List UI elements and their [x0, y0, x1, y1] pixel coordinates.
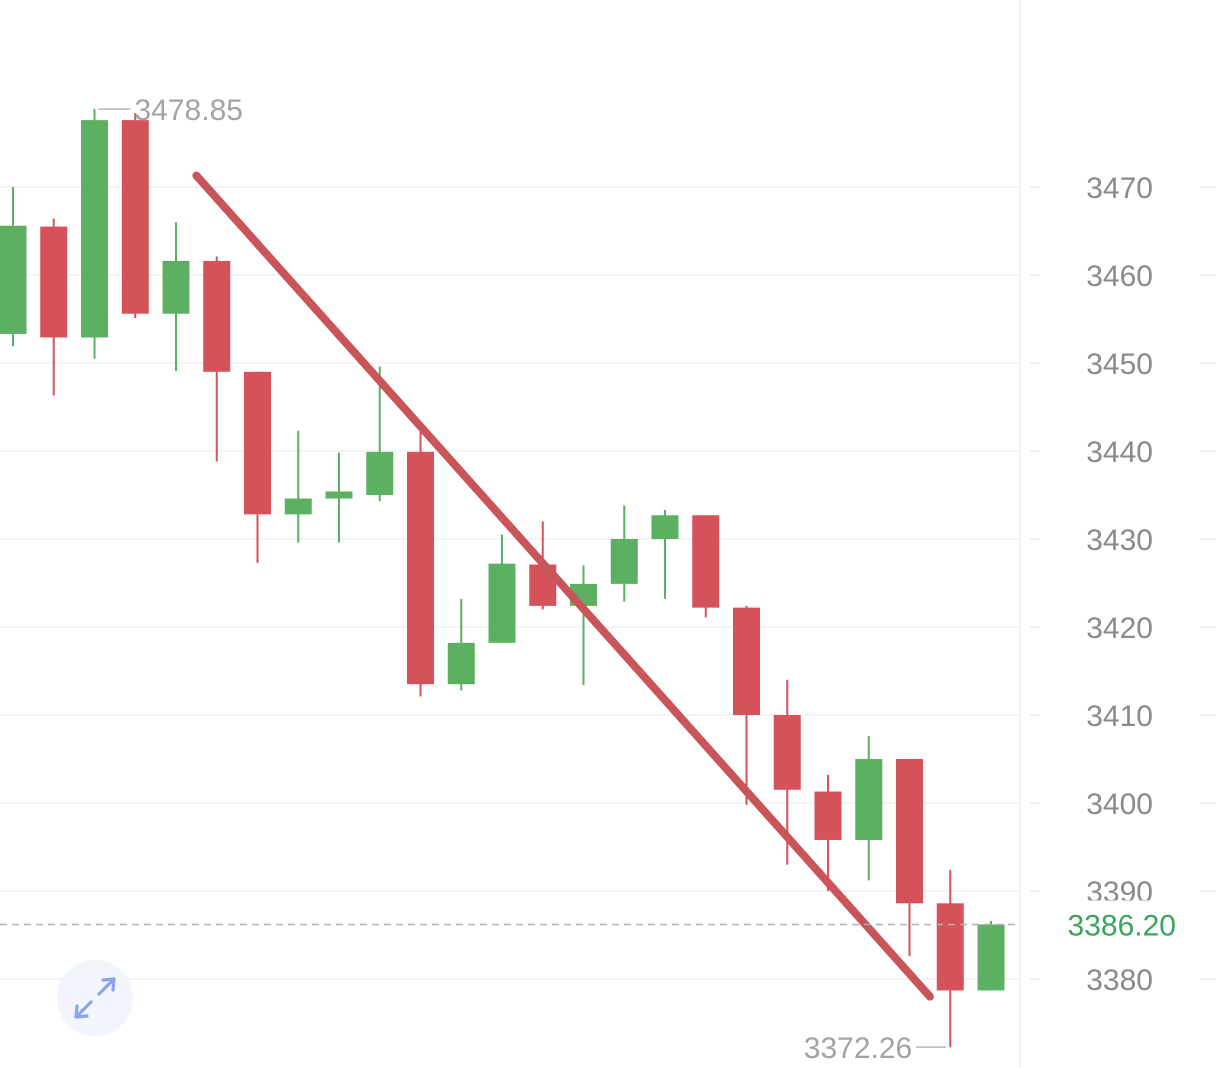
- candle-body: [488, 563, 516, 643]
- candle: [977, 920, 1005, 991]
- candle-body: [610, 539, 638, 584]
- candle-body: [896, 759, 923, 904]
- candle: [284, 430, 312, 543]
- y-tick-label: 3440: [1086, 436, 1153, 469]
- candle-body: [121, 120, 149, 314]
- candle-body: [162, 260, 190, 314]
- min-annotation-label: 3372.26: [804, 1032, 912, 1065]
- candle: [162, 222, 190, 371]
- candle-body: [447, 642, 475, 685]
- candle: [855, 736, 883, 881]
- candle-body: [0, 225, 27, 334]
- candle-body: [814, 791, 842, 840]
- candle: [936, 869, 964, 1048]
- candle-body: [366, 451, 394, 495]
- candle: [692, 515, 720, 618]
- candle: [40, 218, 68, 396]
- candle: [81, 109, 108, 359]
- chart-controls: [57, 960, 133, 1036]
- y-tick-label: 3460: [1086, 260, 1153, 293]
- y-tick-label: 3380: [1086, 964, 1153, 997]
- candle-body: [325, 491, 353, 499]
- candle-body: [244, 371, 271, 515]
- candle: [0, 187, 27, 347]
- annotations: 3478.85 3372.26 3386.20: [0, 94, 1216, 1065]
- candle-body: [40, 226, 68, 338]
- expand-button-background[interactable]: [57, 960, 133, 1036]
- y-tick-label: 3450: [1086, 348, 1153, 381]
- y-tick-label: 3430: [1086, 524, 1153, 557]
- candle-body: [651, 515, 679, 539]
- candle: [733, 605, 760, 805]
- candle: [447, 598, 475, 691]
- candle-body: [692, 515, 720, 608]
- candles: [0, 109, 1005, 1048]
- candle: [407, 425, 434, 697]
- candle: [366, 366, 394, 502]
- current-price-label: 3386.20: [1068, 909, 1176, 942]
- expand-button[interactable]: [57, 960, 133, 1036]
- candle: [325, 452, 353, 543]
- current-price-badge: [1040, 900, 1216, 949]
- candle: [896, 759, 923, 957]
- candle-body: [284, 498, 312, 515]
- candle-body: [407, 451, 434, 685]
- max-annotation-label: 3478.85: [135, 94, 243, 127]
- candle-body: [936, 903, 964, 991]
- trendline[interactable]: [192, 171, 934, 1001]
- candle: [203, 256, 231, 462]
- candle: [121, 113, 149, 319]
- candle: [814, 774, 842, 891]
- grid-lines: [0, 0, 1021, 1068]
- y-tick-label: 3470: [1086, 172, 1153, 205]
- trendline-layer: [192, 171, 934, 1001]
- candle-body: [977, 924, 1005, 991]
- candle: [244, 371, 271, 563]
- candle: [488, 534, 516, 643]
- y-tick-label: 3400: [1086, 788, 1153, 821]
- y-tick-label: 3420: [1086, 612, 1153, 645]
- candle-body: [855, 759, 883, 840]
- expand-arrows-icon[interactable]: [74, 977, 116, 1019]
- y-tick-label: 3410: [1086, 700, 1153, 733]
- candle: [610, 505, 638, 602]
- candle-body: [81, 120, 108, 338]
- candle: [651, 509, 679, 599]
- candle-body: [203, 260, 231, 372]
- candle-body: [733, 607, 760, 715]
- candle-body: [773, 715, 801, 790]
